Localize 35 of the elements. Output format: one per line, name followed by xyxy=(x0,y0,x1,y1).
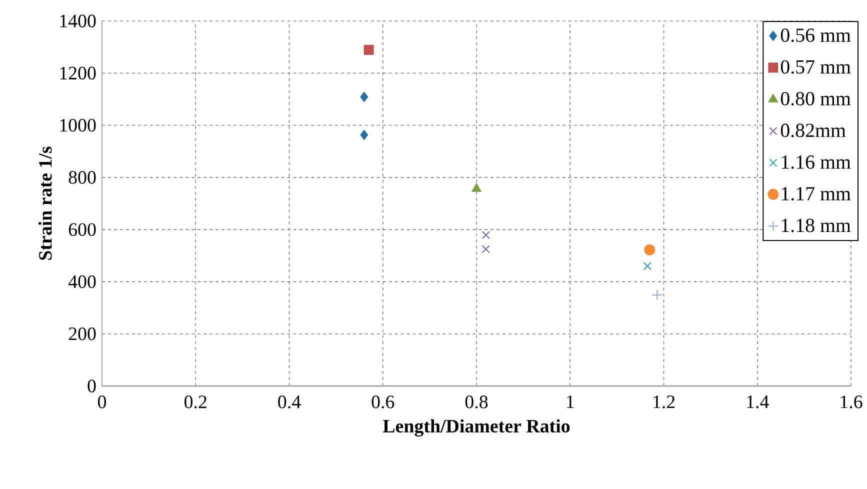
y-tick-label: 200 xyxy=(68,327,96,340)
x-tick-label: 0.6 xyxy=(372,396,394,408)
point xyxy=(360,130,368,140)
x-tick-label: 1.4 xyxy=(747,396,769,408)
point xyxy=(643,262,652,270)
point xyxy=(482,245,490,254)
x-tick-label: 0.8 xyxy=(465,396,488,408)
point xyxy=(472,183,482,192)
x-tick-label: 0.4 xyxy=(278,396,301,408)
legend-label: 0.80 mm xyxy=(780,92,851,106)
y-tick-label: 600 xyxy=(68,223,96,236)
point xyxy=(652,290,663,301)
legend-label: 1.16 mm xyxy=(782,155,851,169)
y-tick-label: 1000 xyxy=(60,118,96,132)
x-tick-label: 0.2 xyxy=(184,396,206,408)
point xyxy=(644,244,656,256)
legend-label: 0.82mm xyxy=(780,124,846,138)
legend-label: 0.56 mm xyxy=(780,28,851,42)
legend-label: 0.57 mm xyxy=(780,60,851,74)
y-tick-label: 1200 xyxy=(60,66,96,80)
point xyxy=(360,92,368,102)
point xyxy=(482,231,490,240)
y-axis-title: Strain rate 1/s xyxy=(38,146,52,260)
y-tick-label: 0 xyxy=(88,380,96,392)
x-axis-title: Length/Diameter Ratio xyxy=(382,419,570,437)
y-tick-label: 400 xyxy=(68,275,96,288)
x-tick-label: 1 xyxy=(567,396,574,408)
point xyxy=(364,44,374,55)
y-tick-label: 800 xyxy=(68,171,96,184)
legend-label: 1.17 mm xyxy=(782,187,851,201)
legend-label: 1.18 mm xyxy=(782,218,851,232)
y-tick-label: 1400 xyxy=(60,14,96,28)
x-tick-label: 1.2 xyxy=(654,396,675,408)
x-tick-label: 1.6 xyxy=(840,396,862,408)
x-tick-label: 0 xyxy=(98,396,106,408)
